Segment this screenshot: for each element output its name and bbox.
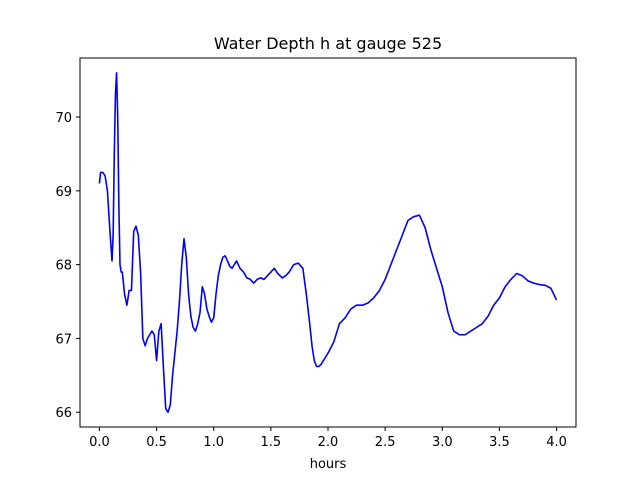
plot-area [98, 71, 558, 414]
plot-frame [79, 57, 577, 428]
y-tick-label: 67 [55, 332, 72, 347]
x-tick-label: 1.0 [203, 435, 224, 450]
x-tick-label: 3.0 [432, 435, 453, 450]
chart-title: Water Depth h at gauge 525 [214, 34, 442, 53]
y-tick-label: 66 [55, 406, 72, 421]
x-tick-label: 1.5 [261, 435, 282, 450]
x-tick-label: 2.0 [318, 435, 339, 450]
x-tick-label: 2.5 [375, 435, 396, 450]
y-axis: 66 67 68 69 70 [55, 111, 80, 421]
x-tick-label: 0.0 [89, 435, 110, 450]
y-tick-label: 69 [55, 185, 72, 200]
x-tick-label: 0.5 [146, 435, 167, 450]
x-axis: 0.0 0.5 1.0 1.5 2.0 2.5 3.0 3.5 4.0 [89, 427, 567, 450]
y-tick-label: 68 [55, 259, 72, 274]
series-line [98, 71, 558, 414]
x-tick-label: 3.5 [489, 435, 510, 450]
y-tick-label: 70 [55, 111, 72, 126]
x-tick-label: 4.0 [546, 435, 567, 450]
x-axis-label: hours [310, 457, 347, 472]
